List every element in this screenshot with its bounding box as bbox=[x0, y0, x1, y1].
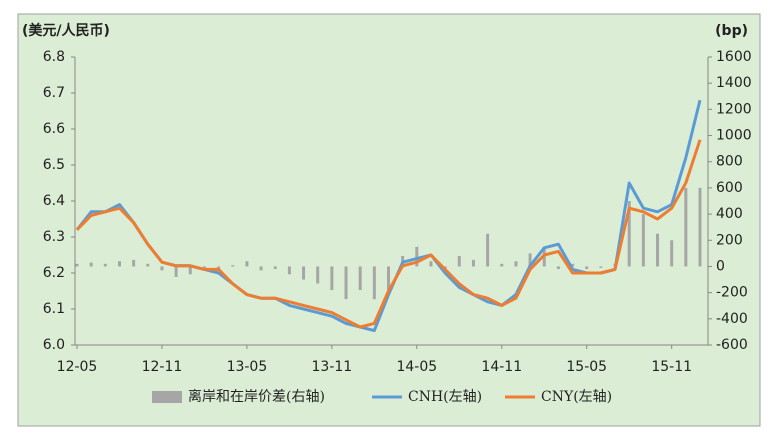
x-tick-label: 13-11 bbox=[312, 359, 353, 375]
bar bbox=[273, 266, 277, 270]
bar bbox=[372, 266, 376, 300]
x-tick-label: 14-11 bbox=[481, 359, 522, 375]
y-axis-label: (美元/人民币) bbox=[22, 22, 110, 39]
y-tick-label: 6.5 bbox=[43, 157, 65, 173]
bar bbox=[330, 266, 334, 291]
y2-tick-label: 0 bbox=[716, 258, 725, 274]
legend-label: CNH(左轴) bbox=[408, 389, 482, 405]
y2-axis-label: (bp) bbox=[715, 23, 748, 39]
y-tick-label: 6.7 bbox=[43, 85, 65, 101]
y-tick-label: 6.6 bbox=[43, 121, 65, 137]
bar bbox=[245, 261, 249, 267]
bar bbox=[641, 214, 645, 267]
y2-tick-label: -400 bbox=[716, 311, 748, 327]
bar bbox=[188, 266, 192, 275]
bar bbox=[429, 261, 433, 267]
x-tick-label: 15-05 bbox=[566, 359, 607, 375]
bar bbox=[471, 259, 475, 267]
bar bbox=[415, 246, 419, 267]
bar bbox=[528, 253, 532, 267]
bar bbox=[287, 266, 291, 275]
bar bbox=[89, 262, 93, 267]
y-tick-label: 6.4 bbox=[43, 193, 65, 209]
bar bbox=[670, 240, 674, 267]
bar bbox=[556, 266, 560, 270]
bar bbox=[316, 266, 320, 284]
y2-tick-label: -200 bbox=[716, 285, 748, 301]
x-tick-label: 15-11 bbox=[651, 359, 692, 375]
y-tick-label: 6.2 bbox=[43, 265, 65, 281]
y2-tick-label: 200 bbox=[716, 232, 743, 248]
bar bbox=[344, 266, 348, 300]
y2-tick-label: 1600 bbox=[716, 49, 752, 65]
x-tick-label: 14-05 bbox=[396, 359, 437, 375]
legend-swatch bbox=[152, 391, 182, 403]
bar bbox=[358, 266, 362, 291]
x-tick-label: 12-05 bbox=[57, 359, 98, 375]
bar bbox=[259, 266, 263, 271]
y2-tick-label: 400 bbox=[716, 206, 743, 222]
y-tick-label: 6.3 bbox=[43, 229, 65, 245]
line-series bbox=[75, 139, 702, 329]
bar bbox=[585, 266, 589, 270]
bar bbox=[571, 263, 575, 267]
y2-tick-label: 1200 bbox=[716, 101, 752, 117]
y2-tick-label: 800 bbox=[716, 154, 743, 170]
chart-background bbox=[17, 13, 761, 427]
bar bbox=[599, 266, 603, 268]
y2-tick-label: 1400 bbox=[716, 75, 752, 91]
y2-tick-label: 600 bbox=[716, 180, 743, 196]
bar bbox=[627, 201, 631, 267]
y-tick-label: 6.0 bbox=[43, 337, 65, 353]
bar bbox=[684, 187, 688, 267]
y2-tick-label: -600 bbox=[716, 337, 748, 353]
bar bbox=[457, 255, 461, 267]
bar bbox=[514, 261, 518, 267]
bar bbox=[174, 266, 178, 277]
y-tick-label: 6.8 bbox=[43, 49, 65, 65]
y-tick-label: 6.1 bbox=[43, 301, 65, 317]
y2-tick-label: 1000 bbox=[716, 128, 752, 144]
bar bbox=[160, 266, 164, 271]
bar bbox=[217, 266, 221, 270]
bar bbox=[231, 265, 235, 267]
bar bbox=[302, 266, 306, 280]
bar bbox=[500, 263, 504, 267]
bar bbox=[486, 233, 490, 267]
x-tick-label: 12-11 bbox=[142, 359, 183, 375]
bar bbox=[698, 187, 702, 267]
legend-label: CNY(左轴) bbox=[541, 389, 612, 405]
x-tick-label: 13-05 bbox=[227, 359, 268, 375]
bar bbox=[202, 266, 206, 270]
bar bbox=[656, 233, 660, 267]
bar bbox=[146, 263, 150, 267]
bar bbox=[103, 263, 107, 267]
legend-label: 离岸和在岸价差(右轴) bbox=[188, 388, 325, 405]
bar bbox=[117, 261, 121, 267]
bar bbox=[75, 263, 79, 267]
bar bbox=[132, 259, 136, 267]
bar bbox=[387, 266, 390, 293]
